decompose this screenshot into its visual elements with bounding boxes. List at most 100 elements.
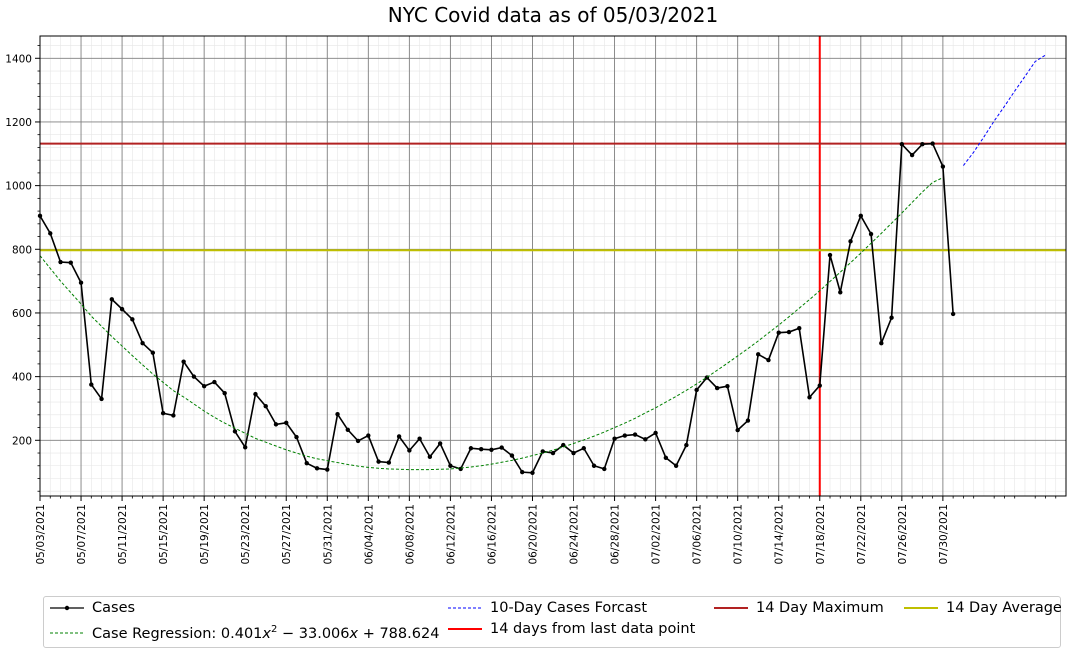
data-point xyxy=(325,467,330,472)
x-tick-label: 06/28/2021 xyxy=(610,504,622,565)
data-point xyxy=(386,460,392,465)
data-point xyxy=(171,413,176,418)
data-point xyxy=(99,396,104,402)
legend-label-forecast: 10-Day Cases Forcast xyxy=(490,600,648,616)
data-point xyxy=(520,469,525,475)
data-point xyxy=(407,448,412,453)
x-tick-label: 05/31/2021 xyxy=(322,504,334,565)
minor-gridlines xyxy=(39,36,1067,496)
data-point xyxy=(232,429,238,434)
data-point xyxy=(848,239,853,244)
x-tick-label: 05/11/2021 xyxy=(117,504,129,565)
legend-marker-average xyxy=(904,607,938,609)
x-tick-label: 07/30/2021 xyxy=(938,504,950,565)
data-point xyxy=(345,427,350,432)
data-point xyxy=(694,387,699,393)
y-tick-label: 1200 xyxy=(5,117,32,129)
legend-marker-vertical xyxy=(448,628,482,630)
data-point xyxy=(909,152,915,158)
x-tick-label: 05/15/2021 xyxy=(158,504,170,565)
data-point xyxy=(827,252,833,258)
x-tick-label: 06/12/2021 xyxy=(445,504,457,565)
data-point xyxy=(673,463,679,468)
x-tick-label: 07/06/2021 xyxy=(692,504,704,565)
x-tick-label: 07/10/2021 xyxy=(733,504,745,565)
data-point xyxy=(499,445,504,450)
legend-label-regression: Case Regression: 0.401x2 − 33.006x + 788… xyxy=(92,624,440,642)
legend-item-regression: Case Regression: 0.401x2 − 33.006x + 788… xyxy=(50,624,439,642)
x-tick-label: 05/03/2021 xyxy=(35,504,47,565)
x-tick-label: 06/08/2021 xyxy=(404,504,416,565)
data-point xyxy=(920,142,925,147)
data-point xyxy=(930,141,935,146)
data-point xyxy=(766,357,771,363)
x-tick-label: 07/02/2021 xyxy=(651,504,663,565)
data-point xyxy=(417,436,422,441)
legend-item-forecast: 10-Day Cases Forcast xyxy=(448,600,647,616)
data-point xyxy=(571,450,576,456)
data-point xyxy=(253,391,258,397)
data-point xyxy=(817,383,822,388)
data-point xyxy=(540,449,545,454)
data-point xyxy=(509,453,515,458)
series-line-1 xyxy=(963,54,1046,166)
data-point xyxy=(807,395,812,400)
data-point xyxy=(355,438,361,444)
data-point xyxy=(591,463,597,468)
data-point xyxy=(776,330,781,335)
y-tick-label: 200 xyxy=(12,435,32,447)
legend-label-vertical: 14 days from last data point xyxy=(490,621,696,637)
data-point xyxy=(745,418,751,423)
data-point xyxy=(181,359,186,364)
data-point xyxy=(130,317,135,322)
data-point xyxy=(448,463,453,468)
legend-item-average: 14 Day Average xyxy=(904,600,1062,616)
data-point xyxy=(581,446,586,451)
data-point xyxy=(222,390,227,396)
y-tick-label: 800 xyxy=(12,244,32,256)
data-point xyxy=(366,433,371,438)
legend-item-cases: Cases xyxy=(50,600,135,616)
data-point xyxy=(212,379,217,385)
data-point xyxy=(48,231,53,236)
x-tick-label: 06/20/2021 xyxy=(527,504,539,565)
data-point xyxy=(478,447,484,452)
data-point xyxy=(550,450,556,456)
x-tick-label: 07/14/2021 xyxy=(774,504,786,565)
x-tick-label: 05/27/2021 xyxy=(281,504,293,565)
data-point xyxy=(89,382,94,387)
data-point xyxy=(335,411,340,417)
data-point xyxy=(284,420,289,425)
chart-area: NYC Covid data as of 05/03/2021 200 400 60… xyxy=(5,3,1067,565)
x-tick-label: 07/26/2021 xyxy=(897,504,909,565)
data-point xyxy=(622,433,628,438)
x-tick-label: 05/19/2021 xyxy=(199,504,211,565)
data-point xyxy=(602,466,607,472)
data-point xyxy=(437,441,443,446)
legend-item-maximum: 14 Day Maximum xyxy=(714,600,884,616)
data-point xyxy=(263,404,268,409)
data-point xyxy=(427,454,433,460)
x-tick-label: 06/16/2021 xyxy=(486,504,498,565)
series-line-0 xyxy=(39,142,954,474)
legend-marker-forecast xyxy=(448,607,482,609)
data-point xyxy=(735,427,740,433)
chart-title: NYC Covid data as of 05/03/2021 xyxy=(388,3,718,27)
legend-item-vertical: 14 days from last data point xyxy=(448,621,695,637)
data-point xyxy=(396,434,402,439)
data-point xyxy=(838,290,843,295)
data-point xyxy=(376,459,381,464)
data-point xyxy=(684,442,689,448)
data-point xyxy=(889,315,894,320)
series-line-2 xyxy=(39,177,944,471)
data-point xyxy=(725,383,730,389)
data-point xyxy=(160,411,166,416)
x-tick-label: 06/04/2021 xyxy=(363,504,375,565)
data-point xyxy=(530,470,535,475)
data-point xyxy=(201,383,207,389)
data-point xyxy=(150,350,156,355)
data-point xyxy=(294,434,299,440)
x-tick-label: 07/22/2021 xyxy=(856,504,868,565)
data-point xyxy=(140,340,145,346)
data-point xyxy=(243,445,248,450)
